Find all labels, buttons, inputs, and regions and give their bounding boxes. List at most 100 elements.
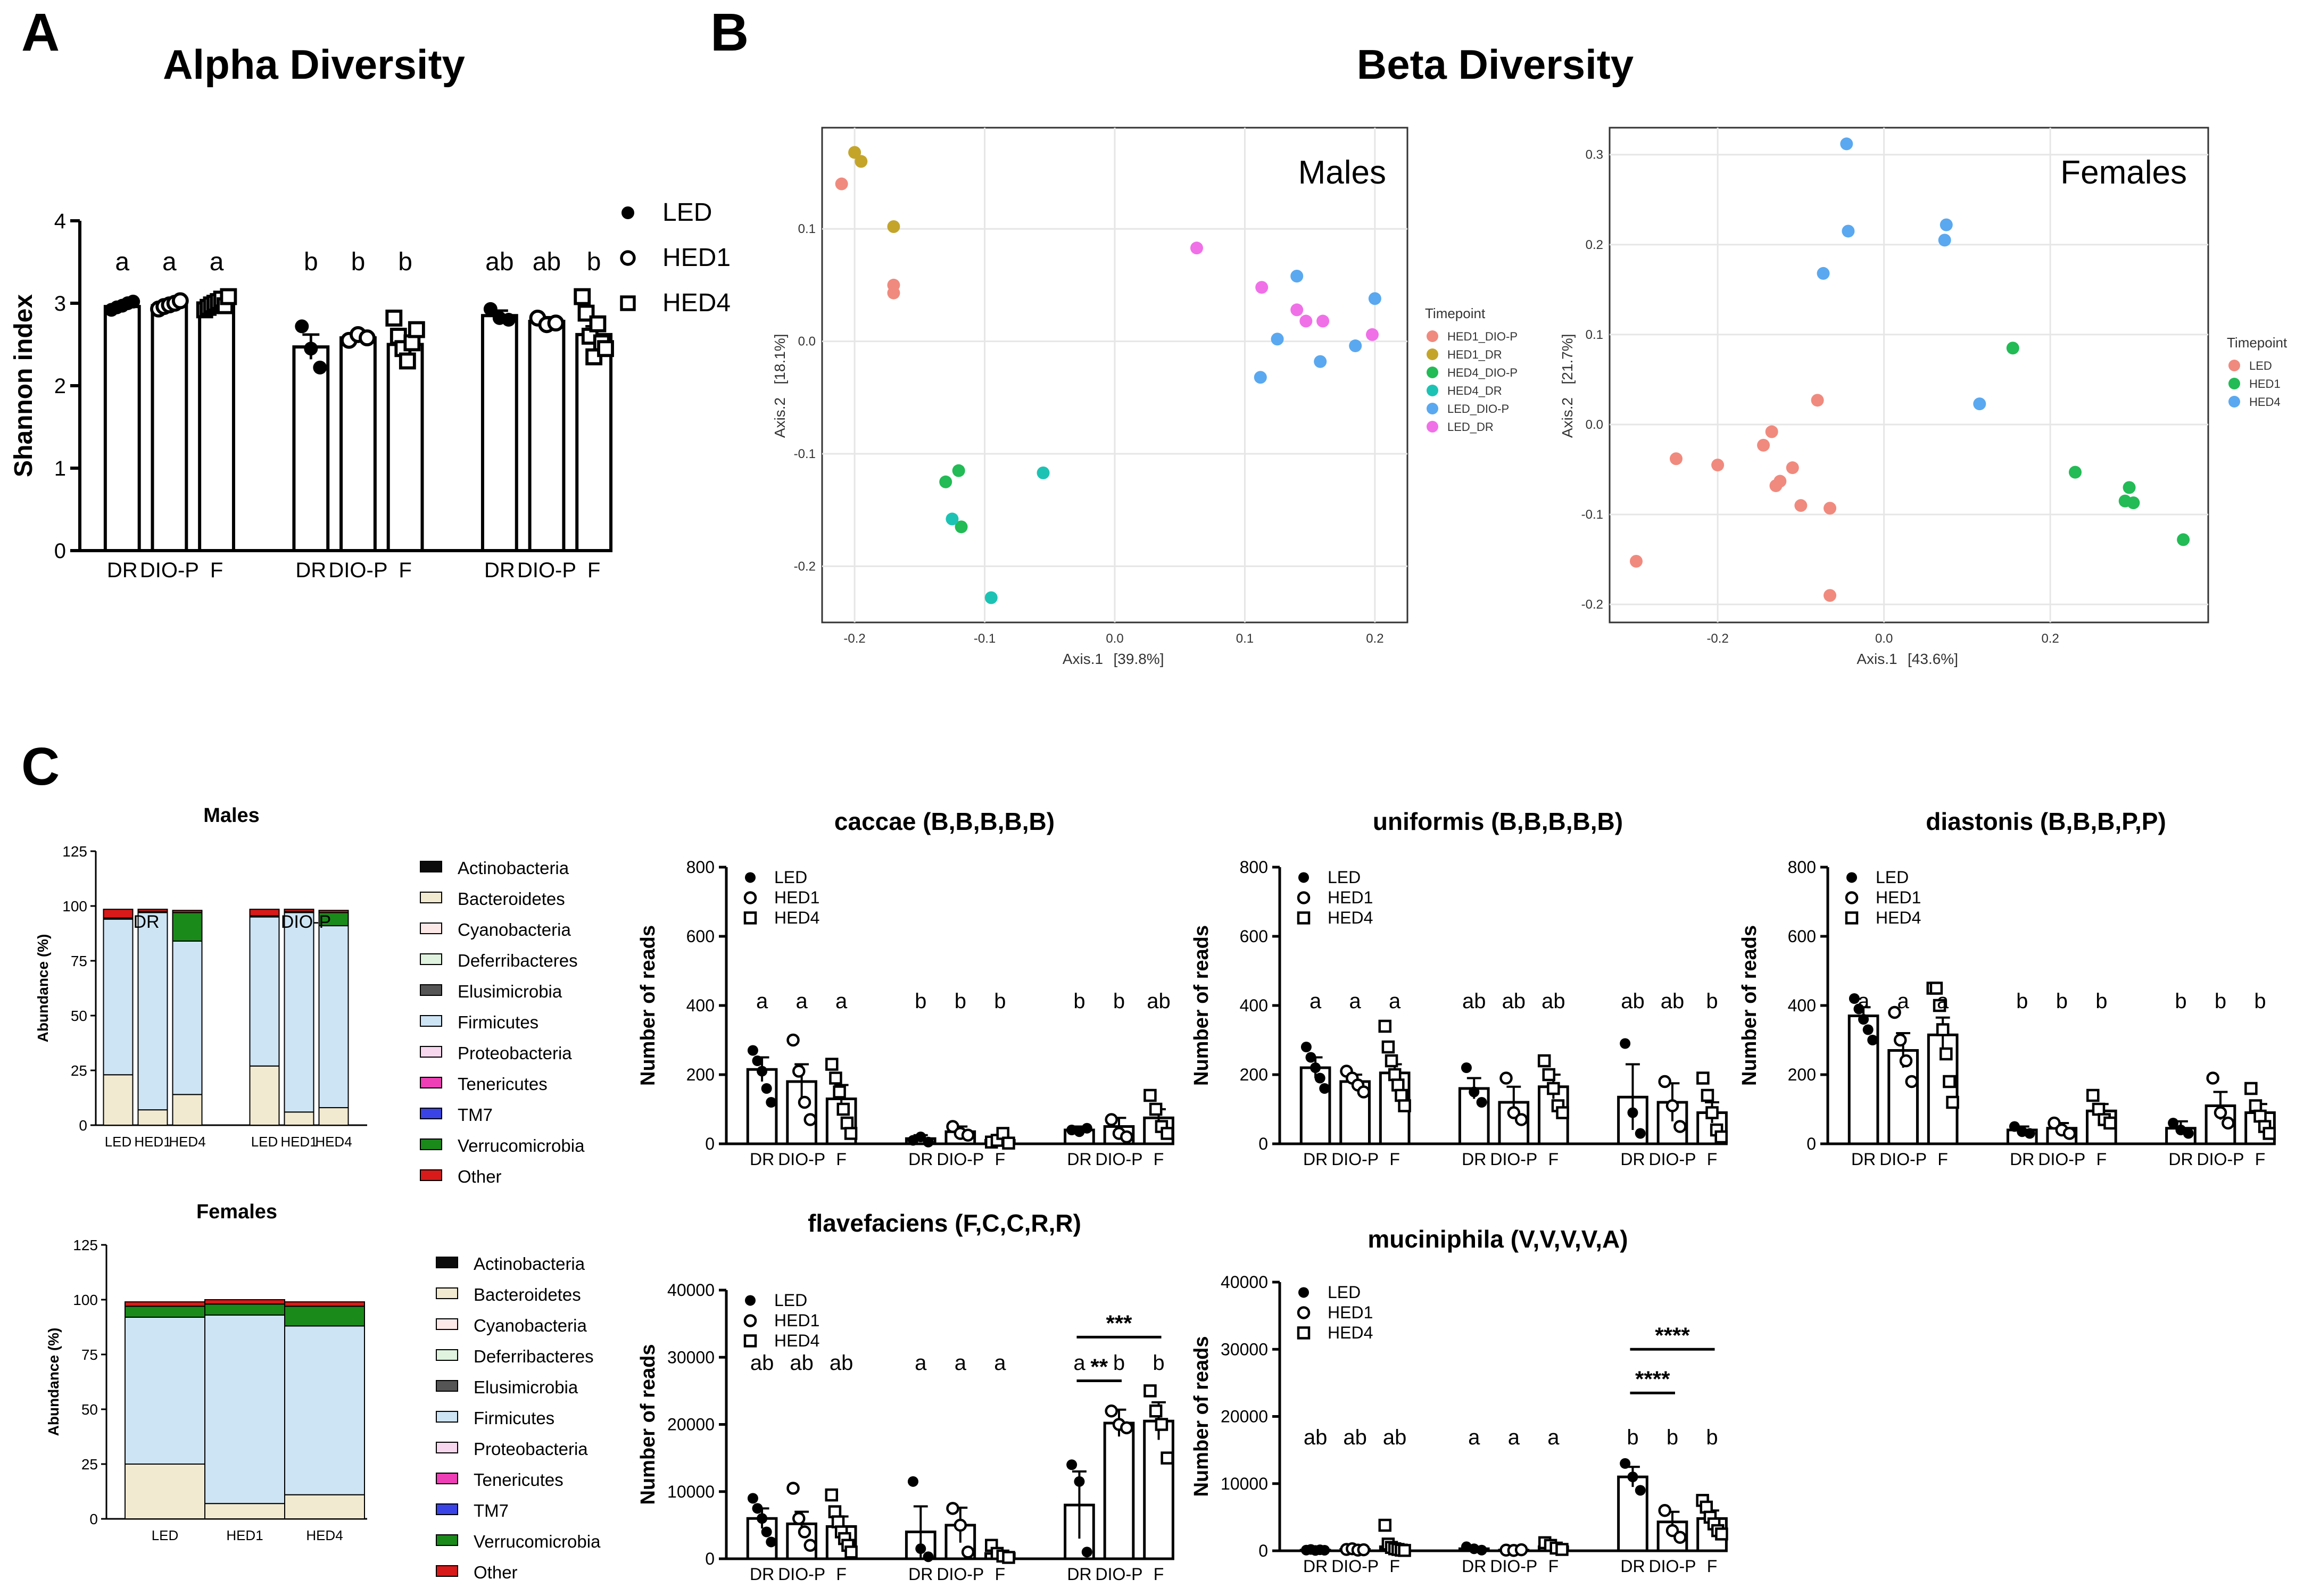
legend-swatch-elusimicrobia [436,1380,458,1392]
legend-label-led-dio-p: LED_DIO-P [1447,402,1509,415]
x-tick-label: DR [750,1150,774,1169]
significance-letter: b [2095,990,2107,1013]
data-point [2024,1128,2035,1139]
data-point [836,1102,850,1116]
y-tick-label: 20000 [667,1415,715,1434]
significance-letter: b [304,248,318,276]
stack-segment-other [103,909,134,919]
data-point [1899,1054,1913,1068]
x-tick-label: DR [1851,1150,1876,1169]
data-point [483,302,498,316]
y-axis-label: Abundance (%) [35,934,51,1043]
data-point [1105,1113,1118,1126]
x-axis-label: Axis.1 [1857,651,1897,667]
data-point [359,329,376,347]
legend-marker-led [621,206,634,219]
y-tick-label: 0 [79,1117,87,1134]
point-hed1 [2069,466,2082,479]
legend-marker-led [2228,360,2240,371]
legend-label-hed1: HED1 [774,1311,819,1330]
data-point [2009,1121,2020,1132]
legend-label-led: LED [1876,868,1909,887]
data-point [961,1128,975,1142]
data-point [2048,1116,2061,1130]
data-point [2062,1127,2076,1140]
data-point [1143,1088,1157,1102]
point-led-dr [1255,281,1269,294]
point-led [1773,475,1787,488]
legend-title: Timepoint [1425,305,1486,321]
data-point [752,1503,763,1514]
data-point [1310,1062,1321,1073]
data-point [1381,1040,1395,1054]
data-point [2092,1102,2106,1116]
caccae-chart: caccae (B,B,B,B,B) 0 200 400 600 800 Number of… [637,808,1174,1169]
data-point [1894,1033,1907,1047]
point-led [1670,452,1683,466]
data-point [171,292,189,310]
legend-swatch-bacteroidetes [436,1287,458,1299]
legend-swatch-cyanobacteria [436,1318,458,1330]
legend-label-hed4-dr: HED4_DR [1447,384,1502,397]
significance-letter: b [955,990,966,1013]
legend-label-led: LED [1328,1283,1361,1302]
y-axis-label: Shannon index [10,294,38,477]
x-tick-label: DR [1620,1150,1645,1169]
significance-letter: b [994,990,1006,1013]
data-point [786,1482,800,1495]
stack-segment-firmicutes [172,940,203,1095]
data-point [126,294,140,309]
significance-letter: a [1508,1426,1520,1449]
data-point [2086,1088,2100,1102]
stack-segment-bacteroidetes [125,1464,205,1519]
data-point [1542,1068,1556,1082]
significance-letter: b [587,248,601,276]
data-point [747,1045,758,1056]
data-point [923,1136,934,1148]
data-point [757,1513,768,1524]
data-point [752,1055,763,1066]
significance-letter: ab [1541,990,1565,1013]
data-point [1398,1544,1411,1557]
significance-letter: a [1897,990,1910,1013]
legend-label-proteobacteria: Proteobacteria [458,1043,572,1063]
stack-segment-verrucomicrobia [204,1303,285,1316]
significance-letter: b [1113,990,1125,1013]
x-tick-label: DIO-P [1490,1150,1537,1169]
data-point [1936,1023,1950,1036]
stack-segment-firmicutes [137,912,168,1111]
y-tick-label: 0 [1806,1134,1816,1153]
y-axis-label: Number of reads [1190,925,1213,1086]
data-point [1357,1543,1370,1557]
panel-letter-c: C [21,737,60,796]
x-tick-label: DIO-P [1331,1557,1379,1576]
point-led-dr [1316,314,1330,328]
data-point [757,1066,768,1077]
y-tick-label: 30000 [1221,1340,1268,1359]
chart-title: Females [196,1201,277,1223]
stack-segment-other [172,910,203,913]
legend-marker-hed4 [2228,396,2240,408]
x-tick-label: LED [105,1134,132,1150]
data-point [798,1525,811,1539]
x-tick-label: F [399,559,411,582]
y-tick-label: 600 [1240,927,1268,946]
stack-segment-other [284,1301,365,1307]
x-tick-label: DIO-P [1096,1565,1143,1584]
x-tick-label: DIO-P [1649,1150,1696,1169]
x-tick-label: DR [1303,1150,1328,1169]
data-point [1378,1518,1392,1532]
x-tick-label: DIO-P [1096,1150,1143,1169]
point-led-dr [1190,242,1203,255]
y-tick-label: 75 [71,953,87,969]
x-tick-label: 0.1 [1236,631,1254,646]
y-tick-label: 25 [81,1456,98,1473]
legend-label-tenericutes: Tenericutes [474,1470,563,1490]
stack-segment-firmicutes [284,912,314,1113]
data-point [1514,1113,1528,1126]
data-point [833,1085,846,1099]
x-tick-label: DR [1620,1557,1645,1576]
plot-label: Males [1298,154,1386,191]
y-tick-label: 75 [81,1346,98,1363]
legend-label-hed4: HED4 [2249,395,2281,409]
